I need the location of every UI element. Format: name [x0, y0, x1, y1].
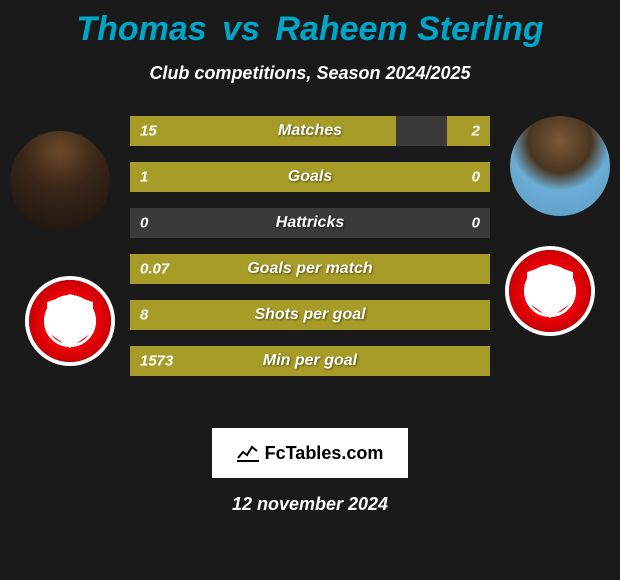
stat-fill-right	[447, 116, 490, 146]
chart-line-icon	[237, 444, 259, 462]
stat-label: Goals	[288, 168, 332, 186]
stat-row: 1 Goals 0	[130, 162, 490, 192]
stat-row: 1573 Min per goal	[130, 346, 490, 376]
title-player2: Raheem Sterling	[275, 10, 543, 48]
title-vs: vs	[222, 10, 260, 48]
stat-value-right: 2	[472, 123, 480, 140]
player2-avatar	[510, 116, 610, 216]
stat-label: Shots per goal	[254, 306, 365, 324]
player1-avatar	[10, 131, 110, 231]
stat-label: Hattricks	[276, 214, 344, 232]
stat-fill-left	[130, 116, 396, 146]
stats-area: 15 Matches 2 1 Goals 0 0 Hattricks 0	[0, 116, 620, 416]
date-label: 12 november 2024	[0, 494, 620, 515]
stat-row: 8 Shots per goal	[130, 300, 490, 330]
stat-row: 0 Hattricks 0	[130, 208, 490, 238]
subtitle: Club competitions, Season 2024/2025	[0, 63, 620, 84]
stat-value-left: 0	[140, 215, 148, 232]
arsenal-crest-icon	[509, 250, 591, 332]
page-title: Thomas vs Raheem Sterling	[0, 0, 620, 49]
branding-text: FcTables.com	[265, 443, 384, 464]
stat-label: Goals per match	[247, 260, 372, 278]
stat-value-left: 15	[140, 123, 157, 140]
stat-value-left: 1573	[140, 353, 173, 370]
stat-value-left: 0.07	[140, 261, 169, 278]
stat-value-left: 1	[140, 169, 148, 186]
comparison-card: Thomas vs Raheem Sterling Club competiti…	[0, 0, 620, 580]
player2-club-badge	[505, 246, 595, 336]
stat-row: 0.07 Goals per match	[130, 254, 490, 284]
stat-value-right: 0	[472, 215, 480, 232]
player1-club-badge	[25, 276, 115, 366]
arsenal-crest-icon	[29, 280, 111, 362]
stat-rows: 15 Matches 2 1 Goals 0 0 Hattricks 0	[130, 116, 490, 376]
stat-value-left: 8	[140, 307, 148, 324]
stat-label: Min per goal	[263, 352, 357, 370]
stat-label: Matches	[278, 122, 342, 140]
stat-row: 15 Matches 2	[130, 116, 490, 146]
branding-badge: FcTables.com	[212, 428, 408, 478]
title-player1: Thomas	[76, 10, 206, 48]
stat-value-right: 0	[472, 169, 480, 186]
